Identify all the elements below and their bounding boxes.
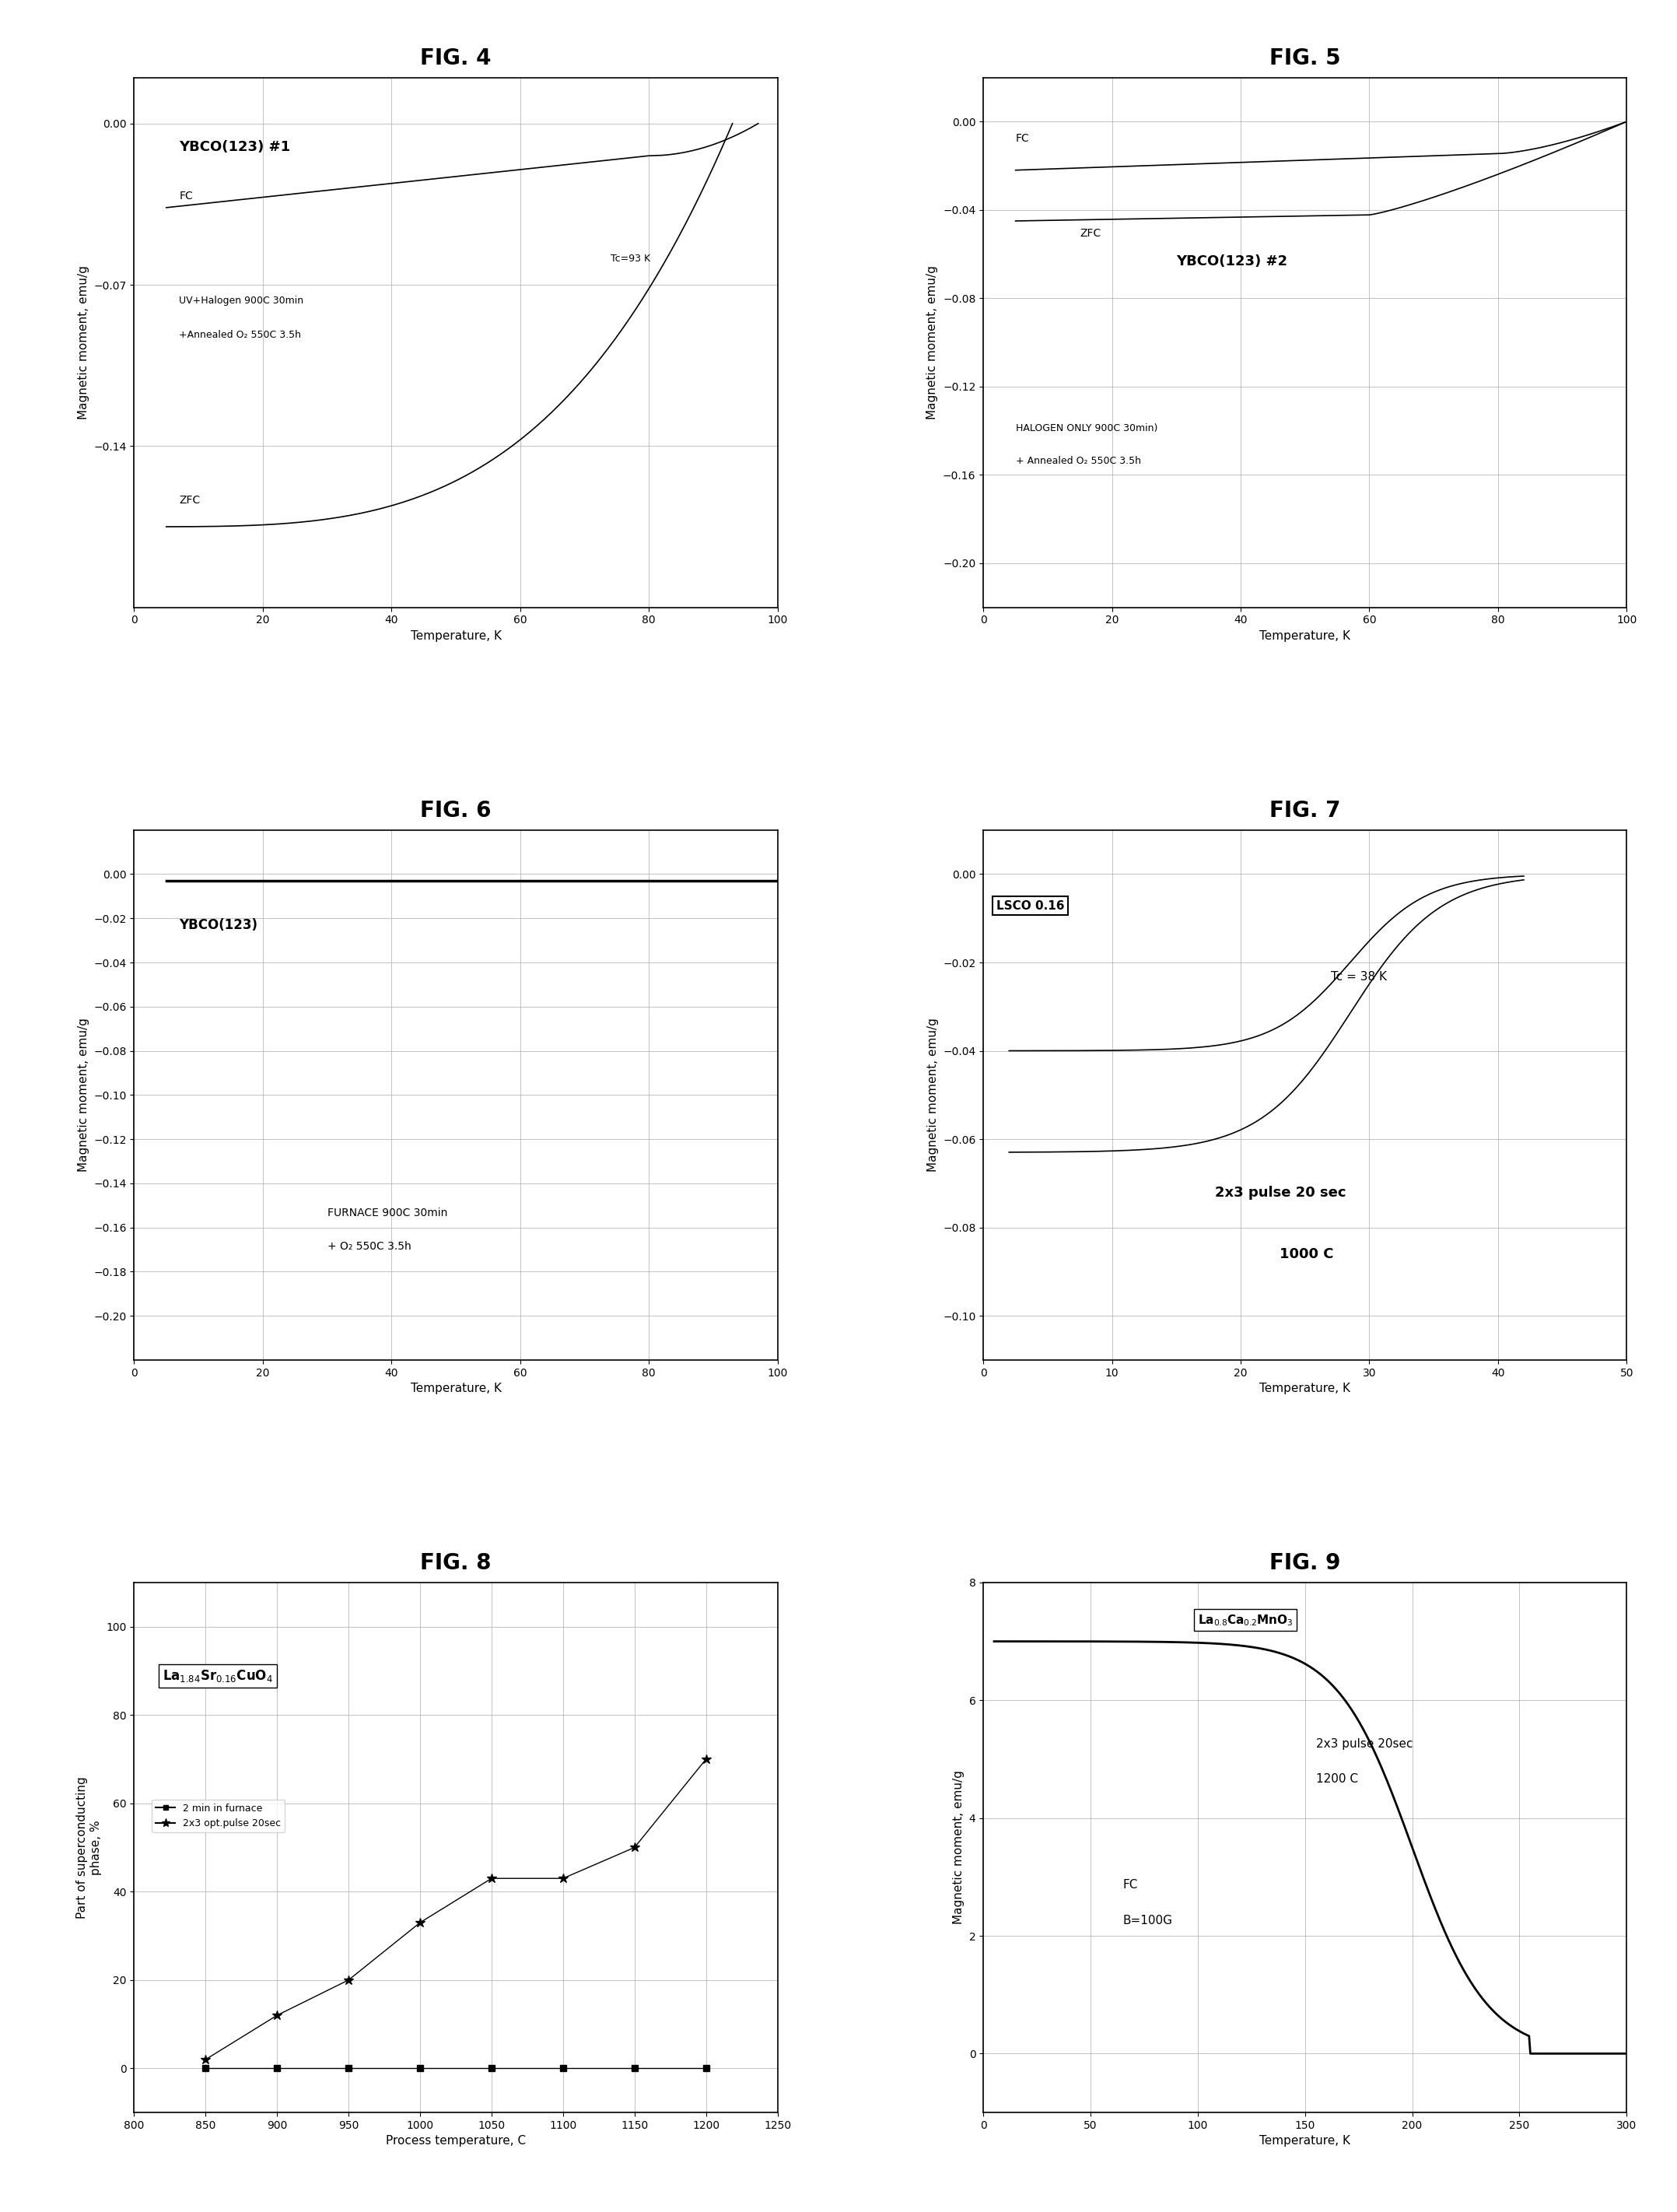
- Text: YBCO(123) #1: YBCO(123) #1: [179, 139, 290, 155]
- Text: Tc = 38 K: Tc = 38 K: [1332, 971, 1387, 982]
- Text: FURNACE 900C 30min: FURNACE 900C 30min: [327, 1208, 448, 1219]
- Text: ZFC: ZFC: [1080, 228, 1102, 239]
- Text: B=100G: B=100G: [1122, 1916, 1172, 1927]
- Text: + Annealed O₂ 550C 3.5h: + Annealed O₂ 550C 3.5h: [1016, 456, 1140, 467]
- Y-axis label: Magnetic moment, emu/g: Magnetic moment, emu/g: [77, 1018, 89, 1172]
- Text: YBCO(123): YBCO(123): [179, 918, 258, 933]
- Title: FIG. 6: FIG. 6: [421, 801, 491, 821]
- Text: + O₂ 550C 3.5h: + O₂ 550C 3.5h: [327, 1241, 411, 1252]
- Text: Tc=93 K: Tc=93 K: [610, 254, 651, 263]
- Text: HALOGEN ONLY 900C 30min): HALOGEN ONLY 900C 30min): [1016, 422, 1157, 434]
- X-axis label: Temperature, K: Temperature, K: [1259, 1382, 1350, 1394]
- Text: YBCO(123) #2: YBCO(123) #2: [1176, 254, 1288, 268]
- Title: FIG. 9: FIG. 9: [1269, 1553, 1340, 1575]
- Y-axis label: Magnetic moment, emu/g: Magnetic moment, emu/g: [927, 1018, 939, 1172]
- Y-axis label: Magnetic moment, emu/g: Magnetic moment, emu/g: [927, 265, 939, 420]
- Title: FIG. 5: FIG. 5: [1269, 46, 1340, 69]
- Text: FC: FC: [1016, 133, 1030, 144]
- Y-axis label: Magnetic moment, emu/g: Magnetic moment, emu/g: [77, 265, 89, 420]
- Text: ZFC: ZFC: [179, 495, 200, 507]
- X-axis label: Temperature, K: Temperature, K: [411, 1382, 501, 1394]
- Legend: 2 min in furnace, 2x3 opt.pulse 20sec: 2 min in furnace, 2x3 opt.pulse 20sec: [153, 1798, 285, 1832]
- Title: FIG. 7: FIG. 7: [1269, 801, 1340, 821]
- Text: La$_{1.84}$Sr$_{0.16}$CuO$_4$: La$_{1.84}$Sr$_{0.16}$CuO$_4$: [163, 1668, 273, 1683]
- Title: FIG. 8: FIG. 8: [421, 1553, 491, 1575]
- Y-axis label: Magnetic moment, emu/g: Magnetic moment, emu/g: [953, 1770, 964, 1924]
- Text: FC: FC: [1122, 1880, 1137, 1891]
- Text: UV+Halogen 900C 30min: UV+Halogen 900C 30min: [179, 296, 304, 305]
- Title: FIG. 4: FIG. 4: [421, 46, 491, 69]
- Text: LSCO 0.16: LSCO 0.16: [996, 900, 1065, 911]
- X-axis label: Temperature, K: Temperature, K: [1259, 630, 1350, 641]
- Text: 1200 C: 1200 C: [1316, 1774, 1358, 1785]
- X-axis label: Temperature, K: Temperature, K: [411, 630, 501, 641]
- Text: La$_{0.8}$Ca$_{0.2}$MnO$_3$: La$_{0.8}$Ca$_{0.2}$MnO$_3$: [1197, 1613, 1293, 1628]
- Text: FC: FC: [179, 190, 193, 201]
- Text: +Annealed O₂ 550C 3.5h: +Annealed O₂ 550C 3.5h: [179, 330, 302, 341]
- Text: 2x3 pulse 20 sec: 2x3 pulse 20 sec: [1214, 1186, 1347, 1199]
- Text: 2x3 pulse 20sec: 2x3 pulse 20sec: [1316, 1739, 1412, 1750]
- X-axis label: Process temperature, C: Process temperature, C: [386, 2135, 527, 2148]
- Y-axis label: Part of superconducting
phase, %: Part of superconducting phase, %: [77, 1776, 102, 1918]
- Text: 1000 C: 1000 C: [1280, 1248, 1333, 1261]
- X-axis label: Temperature, K: Temperature, K: [1259, 2135, 1350, 2148]
